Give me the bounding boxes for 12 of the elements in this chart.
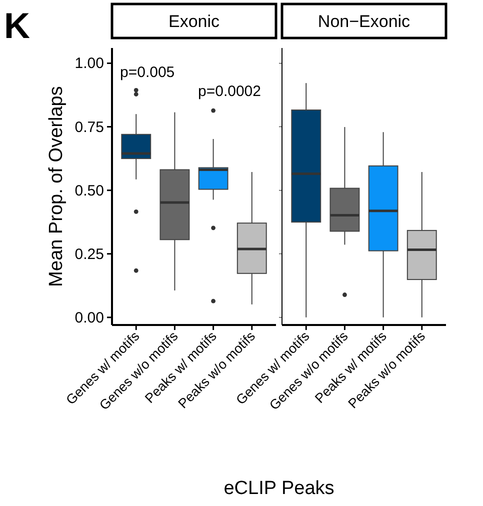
y-tick-label: 1.00 bbox=[74, 55, 104, 72]
annotation: p=0.0002 bbox=[198, 83, 261, 100]
y-axis-title: Mean Prop. of Overlaps bbox=[46, 86, 67, 287]
y-tick-label: 0.25 bbox=[74, 246, 104, 263]
annotation: p=0.005 bbox=[120, 64, 175, 81]
y-tick-label: 0.75 bbox=[74, 118, 104, 136]
text: K bbox=[4, 5, 30, 46]
chart-title: Non−Exonic bbox=[318, 12, 411, 31]
y-tick-label: 0.00 bbox=[74, 309, 104, 326]
chart-title: Exonic bbox=[168, 12, 220, 31]
y-tick-label: 0.50 bbox=[74, 182, 104, 200]
x-axis-title: eCLIP Peaks bbox=[224, 478, 334, 499]
